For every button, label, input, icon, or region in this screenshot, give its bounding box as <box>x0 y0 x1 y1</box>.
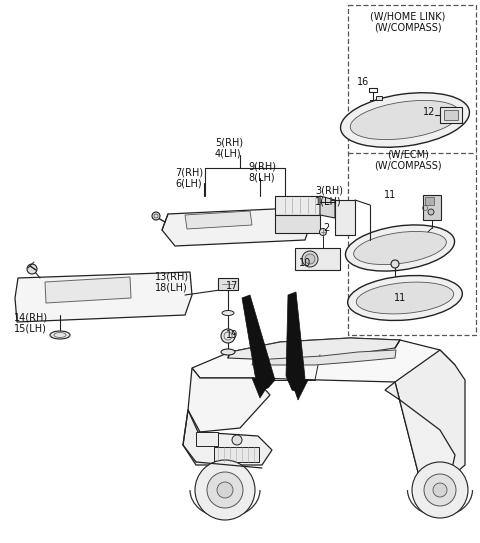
Polygon shape <box>370 96 382 100</box>
Circle shape <box>320 229 326 236</box>
Polygon shape <box>395 350 465 480</box>
Polygon shape <box>286 292 305 392</box>
Circle shape <box>302 251 318 267</box>
Circle shape <box>424 474 456 506</box>
Text: 7(RH)
6(LH): 7(RH) 6(LH) <box>175 167 203 189</box>
Polygon shape <box>252 378 270 398</box>
Text: 13(RH)
18(LH): 13(RH) 18(LH) <box>155 271 189 293</box>
Circle shape <box>152 212 160 220</box>
Ellipse shape <box>222 311 234 315</box>
Polygon shape <box>252 350 396 365</box>
Bar <box>218 278 238 290</box>
Circle shape <box>305 254 315 264</box>
Polygon shape <box>192 338 455 382</box>
Polygon shape <box>162 208 310 246</box>
Text: (W/HOME LINK)
(W/COMPASS): (W/HOME LINK) (W/COMPASS) <box>370 11 446 33</box>
Circle shape <box>207 472 243 508</box>
Bar <box>348 5 476 335</box>
Ellipse shape <box>221 349 235 355</box>
Circle shape <box>232 435 242 445</box>
Polygon shape <box>335 200 355 235</box>
Ellipse shape <box>346 225 455 271</box>
Text: 5(RH)
4(LH): 5(RH) 4(LH) <box>215 137 243 159</box>
Circle shape <box>412 462 468 518</box>
Text: 11: 11 <box>394 293 406 303</box>
Circle shape <box>428 209 434 215</box>
Bar <box>440 107 462 123</box>
Polygon shape <box>185 211 252 229</box>
Bar <box>444 110 458 120</box>
Polygon shape <box>15 272 192 322</box>
Polygon shape <box>275 196 320 215</box>
Circle shape <box>217 482 233 498</box>
Text: 14(RH)
15(LH): 14(RH) 15(LH) <box>14 312 48 334</box>
Text: 3(RH)
1(LH): 3(RH) 1(LH) <box>315 185 343 207</box>
Polygon shape <box>295 248 340 270</box>
Circle shape <box>195 460 255 520</box>
Polygon shape <box>188 368 270 432</box>
Ellipse shape <box>348 275 462 320</box>
Polygon shape <box>228 338 400 360</box>
Text: 16: 16 <box>357 77 369 87</box>
Bar <box>214 447 259 462</box>
Ellipse shape <box>354 231 446 264</box>
Ellipse shape <box>50 331 70 339</box>
Bar <box>423 195 441 220</box>
Text: 10: 10 <box>299 258 311 268</box>
Circle shape <box>27 264 37 274</box>
Circle shape <box>391 260 399 268</box>
Polygon shape <box>320 196 335 218</box>
Text: (W/ECM)
(W/COMPASS): (W/ECM) (W/COMPASS) <box>374 149 442 171</box>
Polygon shape <box>385 382 455 480</box>
Text: 9(RH)
8(LH): 9(RH) 8(LH) <box>248 161 276 183</box>
Ellipse shape <box>340 93 469 147</box>
Polygon shape <box>183 410 272 465</box>
Ellipse shape <box>350 100 460 140</box>
Polygon shape <box>290 376 308 400</box>
Polygon shape <box>242 295 275 390</box>
Circle shape <box>433 483 447 497</box>
Text: 11: 11 <box>384 190 396 200</box>
Circle shape <box>221 329 235 343</box>
Text: 19: 19 <box>226 330 238 340</box>
Bar <box>425 197 434 205</box>
Bar <box>196 432 218 446</box>
Text: 17: 17 <box>226 281 238 291</box>
Text: 12: 12 <box>423 107 435 117</box>
Ellipse shape <box>356 282 454 314</box>
Text: 2: 2 <box>323 223 329 233</box>
Polygon shape <box>275 215 320 233</box>
Polygon shape <box>45 277 131 303</box>
